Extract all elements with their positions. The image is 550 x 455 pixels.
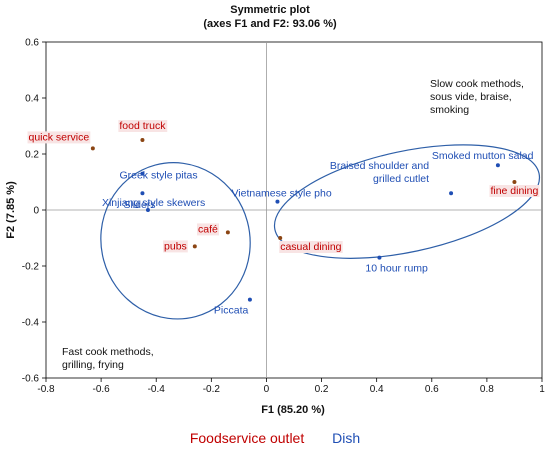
cluster-ellipse (273, 144, 541, 259)
x-axis-title: F1 (85.20 %) (261, 404, 325, 416)
point-label: quick service (28, 131, 89, 143)
point-label: pubs (164, 240, 187, 252)
data-point (225, 230, 230, 235)
annotation-line: smoking (430, 104, 469, 116)
x-tick-label: 0.4 (370, 384, 384, 395)
point-label: food truck (119, 120, 166, 132)
annotation-line: grilling, frying (62, 359, 124, 371)
x-tick-label: 0.8 (480, 384, 494, 395)
x-tick-label: -0.4 (148, 384, 166, 395)
point-label: 10 hour rump (365, 263, 428, 275)
chart-title: Symmetric plot (230, 4, 310, 16)
point-label-bg (279, 241, 343, 253)
y-tick-label: -0.6 (22, 374, 40, 385)
point-label: casual dining (280, 241, 341, 253)
cluster-ellipses (100, 144, 541, 320)
data-point (247, 297, 252, 302)
axes: -0.8 -0.6 -0.4 -0.2 0 0.2 0.4 0.6 0.8 1-0.6-0.4-0… (22, 38, 545, 396)
y-tick-label: 0.4 (25, 94, 39, 105)
point-label: Greek style pitas (119, 170, 197, 182)
data-point (145, 208, 150, 212)
legend-outlet: Foodservice outlet (189, 430, 305, 446)
legend-dish: Dish (332, 430, 361, 446)
point-label: café (198, 223, 218, 235)
point-label: Smoked mutton salad (432, 150, 534, 162)
data-point (449, 191, 454, 196)
x-tick-label: -0.6 (92, 384, 110, 395)
point-label: Braised shoulder and (330, 160, 429, 172)
x-tick-label: -0.2 (203, 384, 221, 395)
data-point (512, 180, 517, 184)
data-point (495, 163, 500, 168)
data-point (275, 199, 280, 204)
y-tick-label: -0.4 (22, 318, 40, 329)
annotation-line: sous vide, braise, (430, 91, 512, 103)
data-point (377, 255, 382, 260)
annotations: Slow cook methods,sous vide, braise,smok… (62, 78, 524, 371)
point-label: Vietnamese style pho (231, 188, 331, 200)
x-tick-label: 0.2 (315, 384, 329, 395)
y-tick-label: 0.2 (25, 150, 39, 161)
x-tick-label: -0.8 (37, 384, 55, 395)
x-tick-label: 0.6 (425, 384, 439, 395)
x-tick-label: 1 (539, 384, 545, 395)
legend: Foodservice outlet Dish (0, 430, 550, 446)
data-point (140, 138, 145, 142)
y-tick-label: 0.6 (25, 38, 39, 49)
data-point (90, 146, 95, 151)
y-axis-title: F2 (7.85 %) (5, 181, 17, 239)
data-point (278, 236, 283, 240)
data-points: quick service food truck café pubs casual di… (27, 120, 540, 317)
point-label: Xinjiang style skewers (102, 197, 205, 209)
point-label: fine dining (490, 185, 538, 197)
cluster-ellipse (100, 162, 251, 320)
point-label: Piccata (214, 305, 249, 317)
data-point (140, 171, 145, 176)
annotation-line: Slow cook methods, (430, 78, 524, 90)
chart-subtitle: (axes F1 and F2: 93.06 %) (203, 18, 337, 30)
annotation-line: Fast cook methods, (62, 346, 154, 358)
data-point (192, 244, 197, 249)
point-label-bg (163, 240, 188, 253)
y-tick-label: -0.2 (22, 262, 40, 273)
data-point (140, 191, 145, 196)
point-label-bg (489, 185, 540, 197)
point-label-bg (197, 223, 220, 236)
biplot-chart: Symmetric plot (axes F1 and F2: 93.06 %)… (5, 4, 545, 416)
point-label: grilled cutlet (373, 173, 429, 185)
x-tick-label: 0 (264, 384, 270, 395)
point-label-bg (118, 120, 168, 132)
y-tick-label: 0 (33, 206, 39, 217)
point-label-bg (27, 131, 91, 144)
